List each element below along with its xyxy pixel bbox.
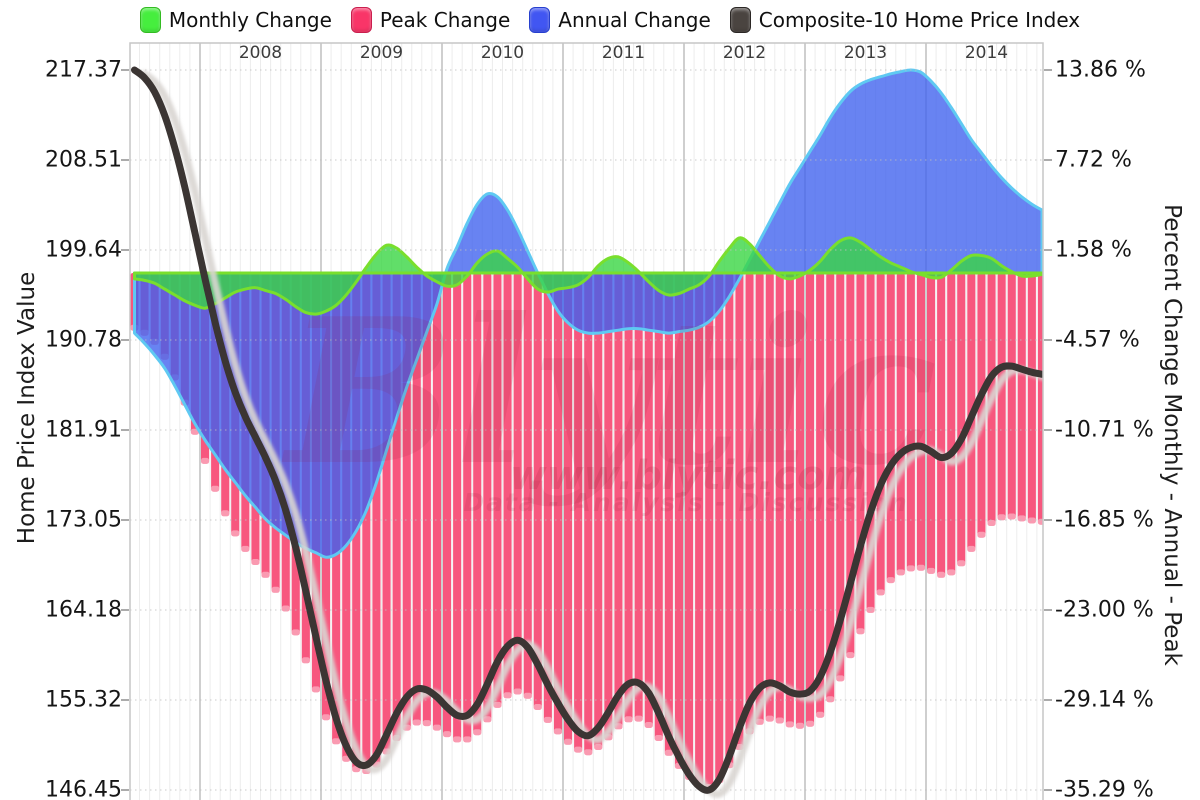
hpi-line-shadow	[140, 70, 1043, 799]
watermark-url: www.blytic.com	[510, 453, 867, 499]
year-label: 2008	[239, 43, 282, 63]
right-tick-label: -29.14 %	[1055, 688, 1154, 713]
right-axis-tick-labels: 13.86 % 7.72 % 1.58 % -4.57 % -10.71 % -16.85…	[1055, 58, 1154, 800]
right-tick-label: 1.58 %	[1055, 238, 1132, 263]
right-tick-label: -4.57 %	[1055, 328, 1140, 353]
monthly-change-swatch-icon	[139, 7, 161, 33]
watermark: Blytic www.blytic.com Data - Analysis - …	[281, 275, 937, 517]
annual-change-area	[133, 68, 1043, 559]
watermark-tagline: Data - Analysis - Discussion	[463, 488, 908, 517]
left-tick-label: 155.32	[45, 688, 122, 713]
year-label: 2011	[602, 43, 645, 63]
legend: Monthly Change Peak Change Annual Change…	[0, 3, 1200, 37]
right-tick-label: -16.85 %	[1055, 508, 1154, 533]
dotted-value-gridlines	[130, 69, 1043, 791]
left-tick-label: 217.37	[45, 58, 122, 83]
left-tick-label: 190.78	[45, 328, 122, 353]
composite-index-swatch-icon	[729, 7, 751, 33]
legend-label: Peak Change	[379, 8, 511, 32]
right-tick-label: 7.72 %	[1055, 148, 1132, 173]
year-label: 2013	[844, 43, 887, 63]
right-tick-label: -23.00 %	[1055, 598, 1154, 623]
legend-label: Composite-10 Home Price Index	[758, 8, 1081, 32]
left-tick-label: 208.51	[45, 148, 122, 173]
year-label: 2014	[965, 43, 1008, 63]
left-tick-label: 164.18	[45, 598, 122, 623]
year-label: 2009	[360, 43, 403, 63]
top-year-labels: 2008 2009 2010 2011 2012 2013 2014	[239, 43, 1008, 63]
left-tick-label: 181.91	[45, 418, 122, 443]
hpi-line	[131, 66, 1043, 794]
year-label: 2010	[481, 43, 524, 63]
left-tick-label: 146.45	[45, 778, 122, 800]
peak-change-swatch-icon	[350, 7, 372, 33]
annual-change-swatch-icon	[529, 7, 551, 33]
monthly-change-area	[133, 236, 1043, 316]
left-tick-label: 173.05	[45, 508, 122, 533]
right-tick-label: -10.71 %	[1055, 418, 1154, 443]
plot-series: Blytic www.blytic.com Data - Analysis - …	[130, 66, 1043, 799]
left-axis-title: Home Price Index Value	[14, 271, 40, 545]
plot-border	[129, 42, 1044, 800]
right-tick-label: -35.29 %	[1055, 778, 1154, 800]
right-axis-title: Percent Change Monthly - Annual - Peak	[1159, 204, 1185, 666]
legend-item-annual-change: Annual Change	[529, 7, 711, 33]
right-tick-label: 13.86 %	[1055, 58, 1146, 83]
legend-item-composite-index: Composite-10 Home Price Index	[729, 7, 1081, 33]
legend-item-monthly-change: Monthly Change	[139, 7, 332, 33]
legend-item-peak-change: Peak Change	[350, 7, 511, 33]
left-tick-label: 199.64	[45, 238, 122, 263]
axis-tick-marks	[121, 69, 1052, 791]
legend-label: Monthly Change	[168, 8, 332, 32]
watermark-brand: Blytic	[281, 275, 937, 510]
legend-label: Annual Change	[558, 8, 711, 32]
year-label: 2012	[723, 43, 766, 63]
left-axis-tick-labels: 217.37 208.51 199.64 190.78 181.91 173.05 164.…	[45, 58, 122, 800]
